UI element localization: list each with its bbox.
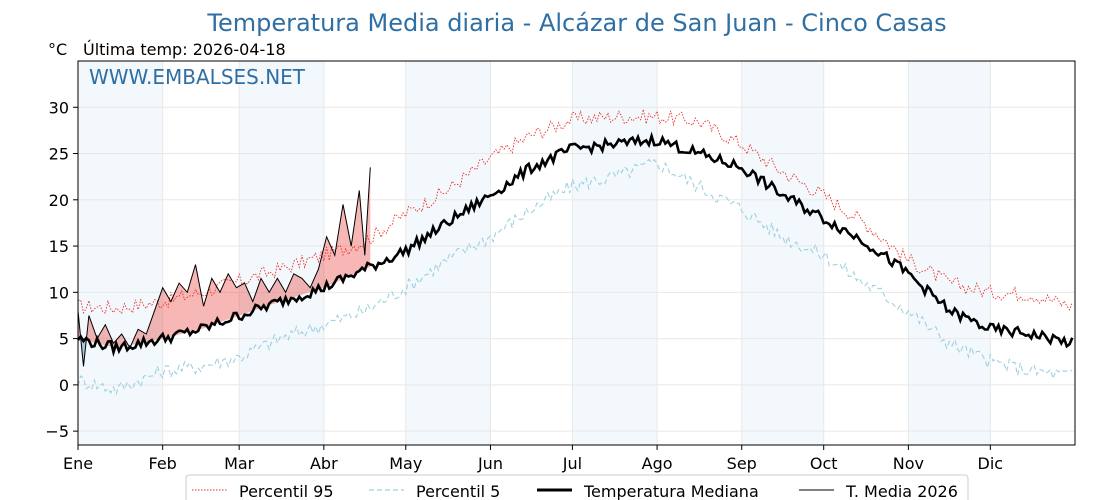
y-tick-label: 0 <box>59 376 69 395</box>
anomaly-above <box>293 273 302 298</box>
anomaly-above <box>351 190 360 276</box>
chart-title: Temperatura Media diaria - Alcázar de Sa… <box>206 9 946 37</box>
month-shade-may <box>405 61 491 445</box>
anomaly-above <box>277 278 286 303</box>
last-temp-label: Última temp: 2026-04-18 <box>83 40 286 59</box>
month-shade-mar <box>239 61 324 445</box>
plot-frame <box>77 60 1076 446</box>
anomaly-fill <box>78 167 371 367</box>
x-tick-label-may: May <box>389 454 422 473</box>
x-tick-label-abr: Abr <box>310 454 338 473</box>
y-tick-label: 20 <box>49 191 69 210</box>
y-unit-label: °C <box>48 40 67 59</box>
anomaly-above <box>252 278 262 311</box>
anomaly-above <box>244 283 253 314</box>
anomaly-above <box>162 287 171 339</box>
legend-label-percentil-95: Percentil 95 <box>239 482 334 500</box>
legend-label-percentil-5: Percentil 5 <box>416 482 500 500</box>
legend-label-mediana: Temperatura Mediana <box>583 482 759 500</box>
anomaly-above <box>326 236 335 287</box>
x-tick-label-dic: Dic <box>978 454 1004 473</box>
anomaly-above <box>203 278 212 329</box>
x-tick-label-oct: Oct <box>810 454 838 473</box>
month-shade-nov <box>908 61 991 445</box>
anomaly-above <box>170 283 180 337</box>
anomaly-above <box>146 310 155 342</box>
month-shade-ene <box>78 61 163 445</box>
month-shade-sep <box>741 61 824 445</box>
x-tick-label-mar: Mar <box>224 454 255 473</box>
anomaly-above <box>261 278 270 309</box>
series-line-t-media-2026 <box>77 167 371 367</box>
series-line-temperatura-mediana <box>76 131 1074 358</box>
y-tick-label: −5 <box>45 422 69 441</box>
y-tick-label: 15 <box>49 237 69 256</box>
series-line-percentil-95 <box>77 109 1073 315</box>
legend-box <box>185 474 969 500</box>
anomaly-above <box>334 204 343 283</box>
anomaly-above <box>154 287 163 341</box>
x-tick-label-jul: Jul <box>562 454 582 473</box>
anomaly-above <box>301 278 311 295</box>
month-shade-jul <box>572 61 658 445</box>
y-tick-label: 10 <box>49 283 69 302</box>
anomaly-above <box>285 273 294 300</box>
x-tick-label-ene: Ene <box>63 454 93 473</box>
y-tick-label: 30 <box>49 98 69 117</box>
anomaly-above <box>220 273 229 323</box>
anomaly-above <box>236 283 245 317</box>
x-tick-label-ago: Ago <box>642 454 673 473</box>
anomaly-above <box>318 236 327 290</box>
x-tick-label-nov: Nov <box>893 454 924 473</box>
legend: Percentil 95 Percentil 5 Temperatura Med… <box>185 474 969 500</box>
anomaly-above <box>342 204 352 280</box>
x-axis: Ene Feb Mar Abr May Jun Jul Ago Sep Oct Nov Dic <box>63 445 1003 473</box>
anomaly-above <box>179 283 188 335</box>
watermark: WWW.EMBALSES.NET <box>89 65 306 89</box>
y-tick-label: 25 <box>49 145 69 164</box>
x-tick-label-feb: Feb <box>149 454 177 473</box>
anomaly-above <box>187 264 196 333</box>
y-axis: −5 0 5 10 15 20 25 30 <box>45 98 78 441</box>
x-tick-label-sep: Sep <box>727 454 757 473</box>
plot-area <box>76 60 1076 446</box>
anomaly-above <box>195 264 204 331</box>
legend-label-media-2026: T. Media 2026 <box>845 482 958 500</box>
anomaly-above <box>269 278 278 306</box>
x-tick-label-jun: Jun <box>477 454 503 473</box>
month-shading <box>78 61 991 445</box>
y-tick-label: 5 <box>59 330 69 349</box>
series-line-percentil-5 <box>77 158 1073 396</box>
anomaly-above <box>211 278 221 326</box>
series-lines <box>76 109 1074 396</box>
